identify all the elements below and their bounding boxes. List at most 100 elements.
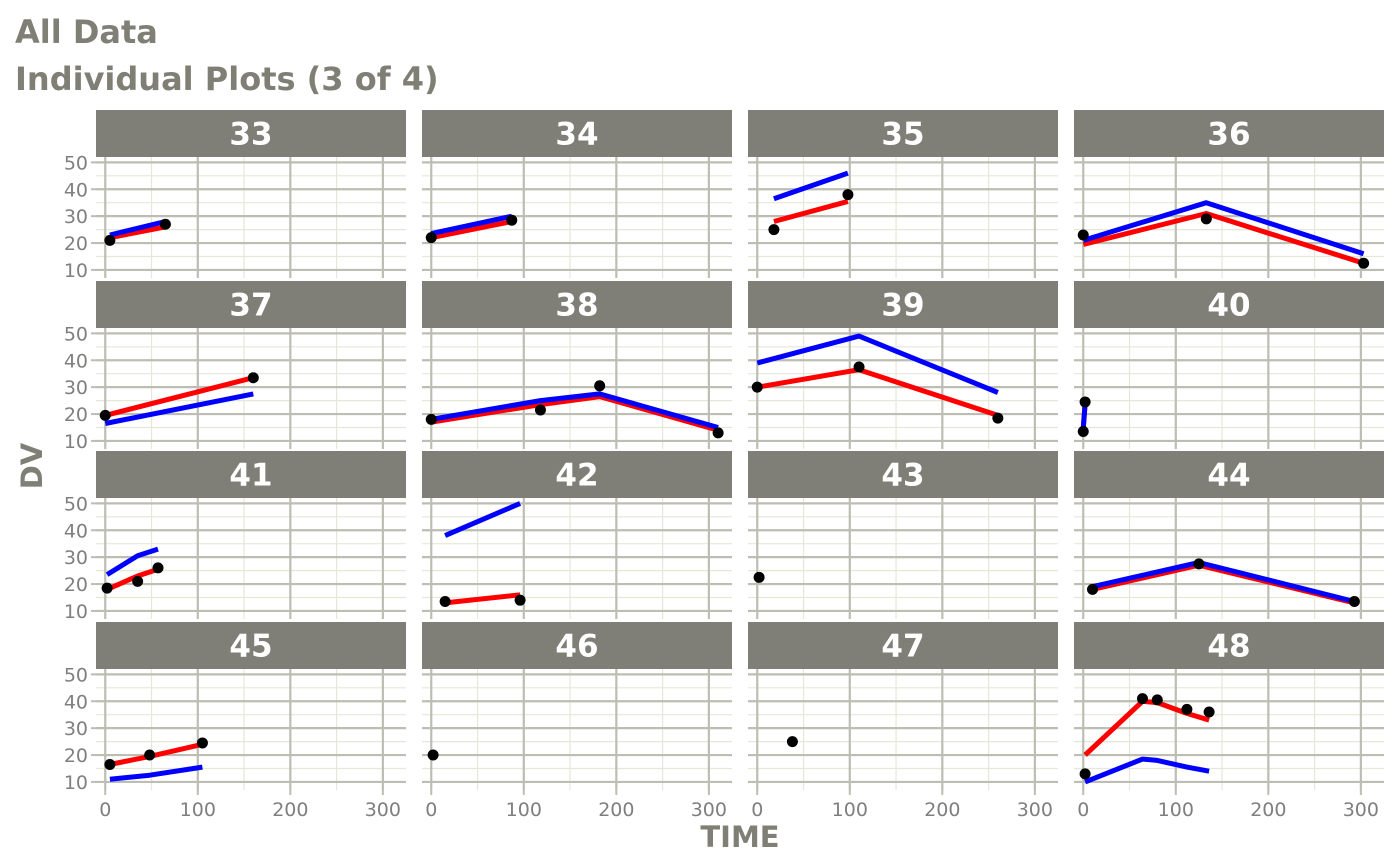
- observed-point: [427, 749, 439, 761]
- facet-panel-33: 33 10 20 30 40 50: [64, 110, 406, 282]
- y-axis-title: DV: [15, 442, 49, 489]
- observed-point: [196, 737, 208, 749]
- x-tick-label: 100: [832, 799, 868, 821]
- facet-panel-36: 36: [1074, 110, 1384, 278]
- panel-background: [422, 669, 732, 790]
- y-tick-label: 10: [64, 431, 88, 453]
- observed-point: [144, 749, 156, 761]
- facet-strip: [748, 281, 1058, 328]
- facet-panel-44: 44: [1074, 451, 1384, 619]
- facet-strip-label: 33: [229, 117, 272, 153]
- observed-point: [786, 736, 798, 748]
- panel-background: [96, 669, 406, 790]
- facet-panel-41: 41 10 20 30 40 50: [64, 451, 406, 623]
- panel-background: [422, 157, 732, 278]
- blue-series-line: [756, 333, 999, 395]
- observed-point: [152, 562, 164, 574]
- facet-strip: [1074, 110, 1384, 157]
- chart-title: All Data: [15, 13, 158, 51]
- facet-strip: [422, 281, 732, 328]
- y-tick-label: 40: [64, 179, 88, 201]
- x-tick-label: 200: [924, 799, 960, 821]
- blue-series-line: [1082, 200, 1365, 257]
- facet-strip-label: 43: [881, 458, 924, 494]
- facet-strip-label: 39: [881, 288, 924, 324]
- facet-strip: [96, 281, 406, 328]
- facet-panel-37: 37 10 20 30 40 50: [64, 281, 406, 453]
- facet-strip: [1074, 451, 1384, 498]
- facet-panel-40: 40: [1074, 281, 1384, 449]
- panel-background: [748, 498, 1058, 619]
- panel-background: [422, 328, 732, 449]
- y-tick-label: 40: [64, 350, 88, 372]
- facet-strip-label: 48: [1207, 629, 1250, 665]
- facet-strip-label: 36: [1207, 117, 1250, 153]
- blue-series-line: [430, 391, 719, 430]
- facet-strip-label: 37: [229, 288, 272, 324]
- observed-point: [425, 232, 437, 244]
- y-tick-label: 10: [64, 601, 88, 623]
- facet-strip-label: 45: [229, 629, 272, 665]
- blue-series-line: [773, 170, 849, 202]
- observed-point: [132, 575, 144, 587]
- observed-point: [101, 582, 113, 594]
- observed-point: [514, 594, 526, 606]
- x-tick-label: 200: [1250, 799, 1286, 821]
- y-tick-label: 50: [64, 323, 88, 345]
- panel-background: [1074, 328, 1384, 449]
- facet-panel-45: 45 10 20 30 40 50 0 100 200 300: [64, 622, 406, 821]
- observed-point: [1151, 694, 1163, 706]
- blue-series-line: [104, 391, 254, 426]
- x-tick-label: 100: [180, 799, 216, 821]
- facet-strip-label: 44: [1207, 458, 1250, 494]
- red-series-line: [430, 394, 719, 433]
- panel-background: [1074, 669, 1384, 790]
- red-series-line: [773, 198, 849, 224]
- facet-strip: [748, 451, 1058, 498]
- facet-strip-label: 42: [555, 458, 598, 494]
- observed-point: [842, 189, 854, 201]
- x-axis-title: TIME: [700, 820, 779, 854]
- observed-point: [506, 214, 518, 226]
- observed-point: [853, 361, 865, 373]
- observed-point: [534, 404, 546, 416]
- facet-panel-47: 47 0 100 200 300: [748, 622, 1058, 821]
- facet-panel-48: 48 0 100 200 300: [1074, 622, 1384, 821]
- observed-point: [1181, 703, 1193, 715]
- facet-strip-label: 34: [555, 117, 598, 153]
- observed-point: [104, 758, 116, 770]
- y-tick-label: 30: [64, 718, 88, 740]
- chart-subtitle: Individual Plots (3 of 4): [15, 60, 439, 98]
- facet-strip: [748, 110, 1058, 157]
- observed-point: [425, 413, 437, 425]
- red-series-line: [430, 219, 513, 241]
- observed-point: [751, 381, 763, 393]
- panel-background: [96, 157, 406, 278]
- observed-point: [753, 571, 765, 583]
- x-tick-label: 0: [751, 799, 763, 821]
- y-tick-label: 50: [64, 152, 88, 174]
- facet-panel-43: 43: [748, 451, 1058, 619]
- facet-strip: [422, 451, 732, 498]
- observed-point: [1079, 396, 1091, 408]
- y-tick-label: 20: [64, 745, 88, 767]
- x-tick-label: 300: [365, 799, 401, 821]
- observed-point: [439, 596, 451, 608]
- panel-background: [96, 328, 406, 449]
- panel-background: [748, 328, 1058, 449]
- facet-strip: [1074, 622, 1384, 669]
- x-tick-label: 200: [598, 799, 634, 821]
- y-tick-label: 30: [64, 547, 88, 569]
- facet-panel-46: 46 0 100 200 300: [422, 622, 732, 821]
- observed-point: [1358, 257, 1370, 269]
- blue-series-line: [1084, 756, 1210, 785]
- observed-point: [159, 218, 171, 230]
- observed-point: [1087, 583, 1099, 595]
- x-tick-label: 300: [1343, 799, 1379, 821]
- observed-point: [1077, 426, 1089, 438]
- observed-point: [1193, 558, 1205, 570]
- red-series-line: [109, 224, 166, 241]
- observed-point: [1203, 706, 1215, 718]
- red-series-line: [444, 592, 521, 606]
- facet-strip: [422, 110, 732, 157]
